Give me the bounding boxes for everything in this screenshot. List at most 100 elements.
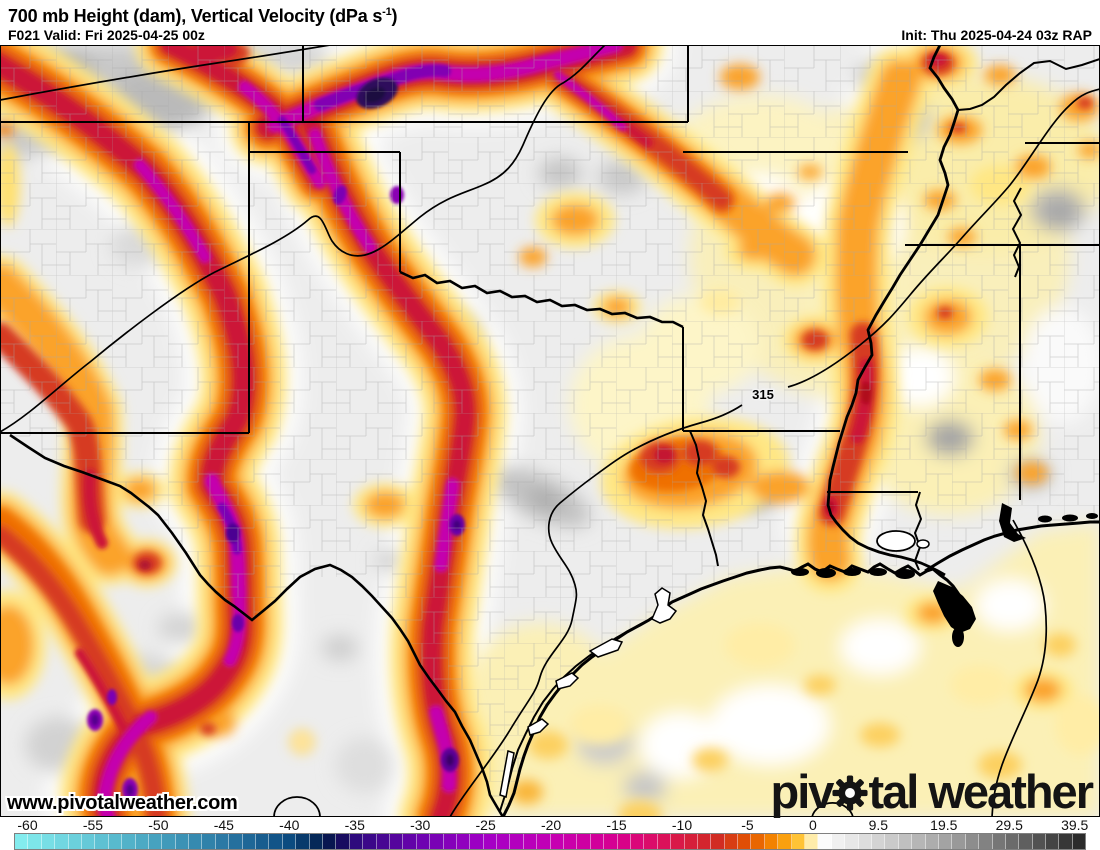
- colorbar-cell: [617, 834, 631, 849]
- logo-text-right: tal weather: [868, 765, 1094, 818]
- colorbar-cell: [550, 834, 565, 849]
- title-text: 700 mb Height (dam), Vertical Velocity (…: [8, 6, 383, 26]
- colorbar-cell: [1046, 834, 1060, 849]
- state-borders: [0, 45, 1100, 571]
- colorbar-tick-label: 0: [808, 817, 817, 833]
- colorbar-cell: [630, 834, 645, 849]
- red-river: [399, 270, 684, 329]
- colorbar-cell: [389, 834, 404, 849]
- colorbar-cell: [912, 834, 926, 849]
- colorbar-cell: [577, 834, 591, 849]
- colorbar-cell: [952, 834, 966, 849]
- colorbar-cell: [349, 834, 364, 849]
- colorbar-tick-label: -20: [540, 817, 562, 833]
- colorbar-cell: [845, 834, 859, 849]
- colorbar-cell: [1019, 834, 1033, 849]
- colorbar-tick-label: -30: [410, 817, 431, 833]
- colorbar-cell: [523, 834, 538, 849]
- colorbar-cell: [1005, 834, 1020, 849]
- init-time-label: Init: Thu 2025-04-24 03z RAP: [901, 27, 1092, 43]
- colorbar-cell: [242, 834, 257, 849]
- valid-time-label: F021 Valid: Fri 2025-04-25 00z: [8, 27, 205, 43]
- title-close: ): [391, 6, 398, 26]
- colorbar-cell: [256, 834, 270, 849]
- colorbar-cell: [872, 834, 886, 849]
- colorbar-cell: [497, 834, 511, 849]
- colorbar-cell: [564, 834, 578, 849]
- colorbar-tick-label: -15: [606, 817, 627, 833]
- colorbar-cell: [1072, 834, 1086, 849]
- colorbar-cell: [831, 834, 846, 849]
- rio-grande: [9, 433, 505, 817]
- weather-map: 315: [0, 45, 1100, 817]
- gear-icon: [832, 775, 869, 811]
- color-scale: -60 -55 -50 -45 -40 -35 -30 -25 -20 -15 -10 -5 0 9.5 1…: [0, 817, 1100, 850]
- colorbar-cell: [1059, 834, 1073, 849]
- colorbar-tick-label: -5: [741, 817, 754, 833]
- pivotal-weather-logo: piv tal weather: [771, 765, 1094, 818]
- colorbar-cell: [684, 834, 698, 849]
- colorbar-tick-label: -40: [279, 817, 300, 833]
- colorbar-cell: [416, 834, 431, 849]
- watermark-url: www.pivotalweather.com: [7, 792, 238, 814]
- colorbar-cell: [363, 834, 377, 849]
- colorbar-cell: [269, 834, 283, 849]
- colorbar-cell: [697, 834, 712, 849]
- colorbar-cell: [644, 834, 658, 849]
- colorbar-cell: [189, 834, 203, 849]
- ohio-river: [957, 58, 1100, 111]
- contour-label-315: 315: [752, 387, 774, 402]
- map-area: 315 www.pivotalweather.com piv tal weathe…: [0, 45, 1100, 817]
- colorbar-cell: [55, 834, 69, 849]
- colorbar-cell: [296, 834, 310, 849]
- colorbar-cell: [1032, 834, 1047, 849]
- coastal-bays: [499, 587, 678, 798]
- colorbar-cell: [336, 834, 350, 849]
- colorbar-tick-label: -60: [17, 817, 38, 833]
- colorbar-cell: [122, 834, 136, 849]
- colorbar-cell: [41, 834, 56, 849]
- colorbar-tick-label: -35: [344, 817, 365, 833]
- colorbar-cell: [805, 834, 819, 849]
- colorbar-cell: [215, 834, 230, 849]
- colorbar-cell: [537, 834, 551, 849]
- page-title: 700 mb Height (dam), Vertical Velocity (…: [8, 2, 1092, 27]
- coastline: [499, 503, 1100, 817]
- colorbar-cell: [282, 834, 297, 849]
- colorbar-cell: [108, 834, 123, 849]
- colorbar-cell: [443, 834, 457, 849]
- colorbar-cell: [175, 834, 190, 849]
- colorbar-cell: [751, 834, 765, 849]
- colorbar-cell: [510, 834, 524, 849]
- tennessee-river: [1011, 187, 1023, 278]
- colorbar-tick-label: 29.5: [995, 817, 1023, 833]
- rivers: [9, 45, 1100, 817]
- title-superscript: -1: [382, 6, 392, 18]
- colorbar-cell: [711, 834, 725, 849]
- colorbar-cell: [818, 834, 832, 849]
- subtitle-row: F021 Valid: Fri 2025-04-25 00z Init: Thu…: [8, 27, 1092, 44]
- colorbar-cell: [979, 834, 993, 849]
- colorbar-cell: [483, 834, 498, 849]
- colorbar-tick-label: -55: [82, 817, 104, 833]
- colorbar-cell: [858, 834, 872, 849]
- colorbar-cell: [135, 834, 149, 849]
- colorbar-cell: [470, 834, 484, 849]
- colorbar-cell: [322, 834, 337, 849]
- colorbar-cell: [202, 834, 216, 849]
- colorbar-cell: [885, 834, 899, 849]
- colorbar-cell: [791, 834, 806, 849]
- colorbar-cell: [778, 834, 792, 849]
- colorbar-cell: [992, 834, 1006, 849]
- colorbar-tick-label: 39.5: [1061, 817, 1089, 833]
- colorbar-cell: [15, 834, 29, 849]
- colorbar-cell: [938, 834, 953, 849]
- lake-pontchartrain: [876, 530, 916, 552]
- colorbar-cell: [764, 834, 779, 849]
- colorbar-ticks: -60 -55 -50 -45 -40 -35 -30 -25 -20 -15 -10 -5 0 9.5 1…: [0, 817, 1100, 833]
- colorbar-cell: [28, 834, 42, 849]
- colorbar-tick-label: -50: [148, 817, 169, 833]
- colorbar-tick-label: -45: [213, 817, 234, 833]
- colorbar-cell: [724, 834, 739, 849]
